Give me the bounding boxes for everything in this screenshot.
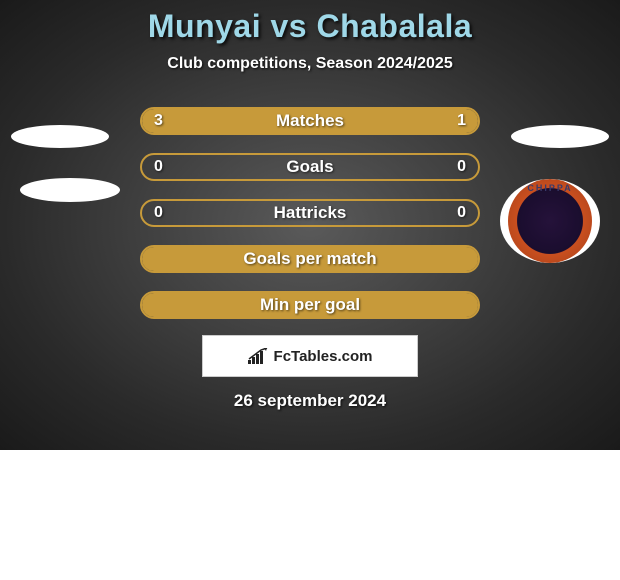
stat-value-left: 3 bbox=[154, 112, 163, 130]
stat-fill-left bbox=[142, 109, 394, 133]
stat-rows: 31Matches00Goals00HattricksGoals per mat… bbox=[140, 107, 480, 319]
stat-value-left: 0 bbox=[154, 204, 163, 222]
brand-chart-icon bbox=[248, 348, 270, 364]
stat-value-left: 0 bbox=[154, 158, 163, 176]
stat-value-right: 0 bbox=[457, 204, 466, 222]
comparison-panel: Munyai vs Chabalala Club competitions, S… bbox=[0, 0, 620, 450]
stat-bar: 31Matches bbox=[140, 107, 480, 135]
team-badge-right: CHIPPA bbox=[500, 179, 600, 263]
player-avatar-left bbox=[11, 125, 109, 148]
stat-bar: 0 0Goals bbox=[140, 153, 480, 181]
team-badge-left bbox=[20, 178, 120, 202]
team-crest-text: CHIPPA bbox=[527, 183, 572, 193]
player-avatar-right bbox=[511, 125, 609, 148]
season-subtitle: Club competitions, Season 2024/2025 bbox=[167, 55, 452, 73]
stat-fill-left bbox=[142, 293, 478, 317]
page-title: Munyai vs Chabalala bbox=[148, 8, 472, 45]
stat-bar: 0 0Hattricks bbox=[140, 199, 480, 227]
stat-label: Hattricks bbox=[142, 203, 478, 223]
stat-label: Goals bbox=[142, 157, 478, 177]
stat-value-right: 1 bbox=[457, 112, 466, 130]
brand-label: FcTables.com bbox=[274, 348, 373, 365]
team-crest-icon: CHIPPA bbox=[508, 179, 592, 263]
stat-bar: Goals per match bbox=[140, 245, 480, 273]
stat-bar: Min per goal bbox=[140, 291, 480, 319]
snapshot-date: 26 september 2024 bbox=[234, 391, 386, 411]
brand-box[interactable]: FcTables.com bbox=[202, 335, 418, 377]
stat-value-right: 0 bbox=[457, 158, 466, 176]
stat-fill-left bbox=[142, 247, 478, 271]
